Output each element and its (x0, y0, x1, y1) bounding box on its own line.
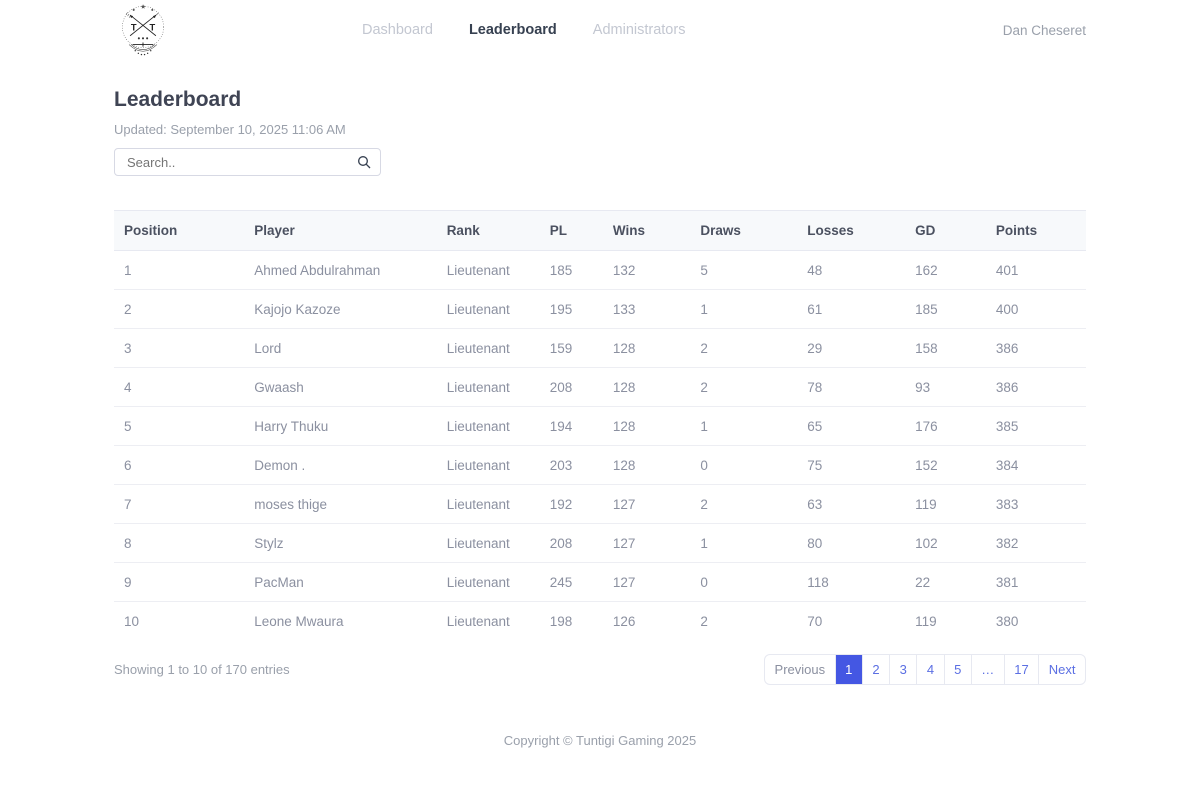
svg-text:T: T (131, 23, 137, 33)
svg-text:T: T (149, 23, 155, 33)
